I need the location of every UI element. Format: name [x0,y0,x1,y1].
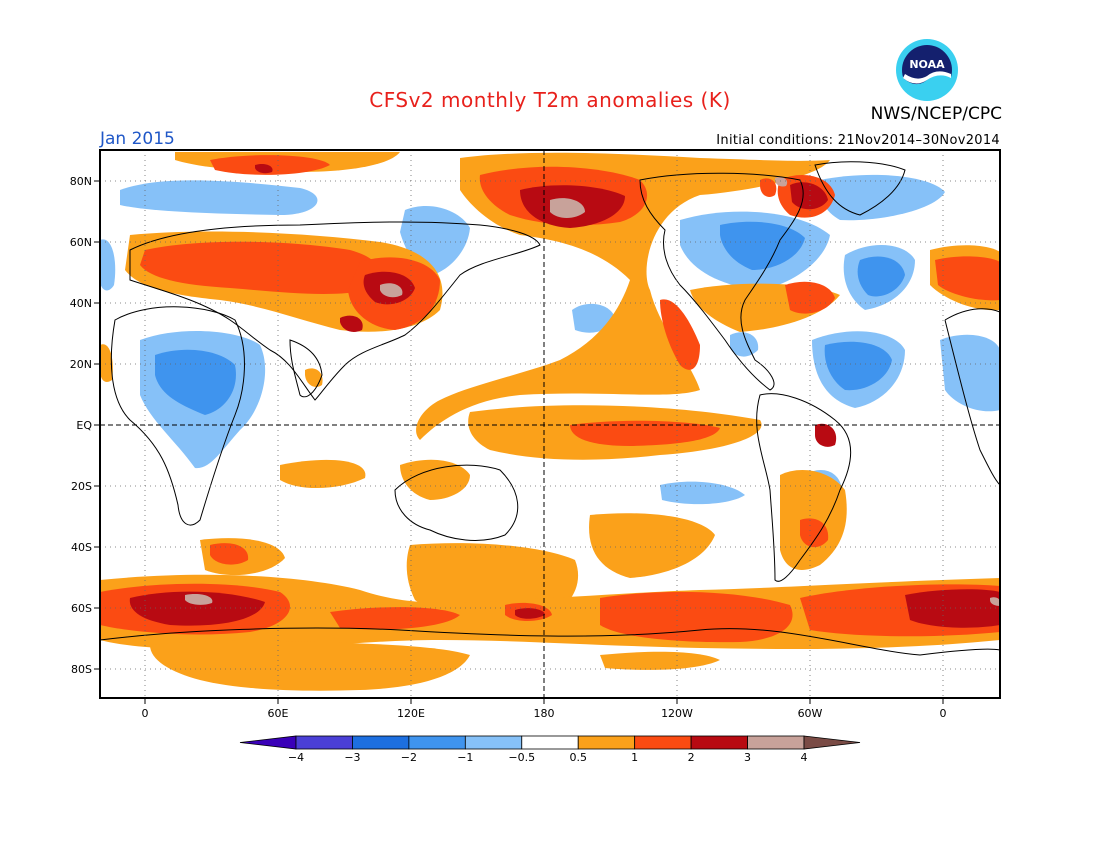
warm-anomaly-areas-extreme [185,177,1000,606]
lat-label: 20N [70,358,92,371]
warm-anomaly-areas-strong [129,163,1000,628]
colorbar-swatch [747,735,805,750]
colorbar-label: 4 [801,751,808,764]
map-frame [99,149,1001,699]
lat-label: 40N [70,297,92,310]
colorbar-label: −2 [401,751,417,764]
lon-label: 60E [268,707,289,720]
colorbar-swatch [295,735,353,750]
colorbar-swatch [634,735,692,750]
lat-label: 80S [71,663,92,676]
colorbar-swatch [464,735,523,750]
colorbar-label: 0.5 [569,751,587,764]
lon-label: 60W [798,707,823,720]
colorbar-label: −1 [457,751,473,764]
colorbar-swatch [690,735,748,750]
lon-label: 0 [940,707,947,720]
colorbar-swatch [239,735,297,750]
colorbar-label: −4 [288,751,304,764]
forecast-period: Jan 2015 [100,129,175,149]
lon-label: 120W [661,707,693,720]
colorbar-label: 3 [744,751,751,764]
graticule [100,150,1000,698]
lat-label: 60S [71,602,92,615]
colorbar-swatch [521,735,579,750]
lat-label: 20S [71,480,92,493]
colorbar-swatch [408,735,466,750]
organization-label: NWS/NCEP/CPC [870,104,1002,124]
lat-label: 40S [71,541,92,554]
chart-title: CFSv2 monthly T2m anomalies (K) [369,88,731,112]
initial-conditions: Initial conditions: 21Nov2014–30Nov2014 [716,133,1000,148]
lat-label: 60N [70,236,92,249]
colorbar-swatch [803,735,861,750]
ticks [94,180,944,704]
equator-dateline [100,150,1000,698]
colorbar-label: −3 [344,751,360,764]
colorbar-label: 1 [631,751,638,764]
colorbar-swatch [577,735,636,750]
noaa-logo-text: NOAA [909,58,945,71]
coastlines [100,161,1000,656]
lon-label: 0 [142,707,149,720]
lat-label: EQ [76,419,92,432]
lon-label: 120E [397,707,425,720]
noaa-logo: NOAA [895,38,959,102]
colorbar-label: −0.5 [508,751,535,764]
lat-label: 80N [70,175,92,188]
lon-label: 180 [534,707,555,720]
colorbar-label: 2 [688,751,695,764]
colorbar-swatch [352,735,410,750]
